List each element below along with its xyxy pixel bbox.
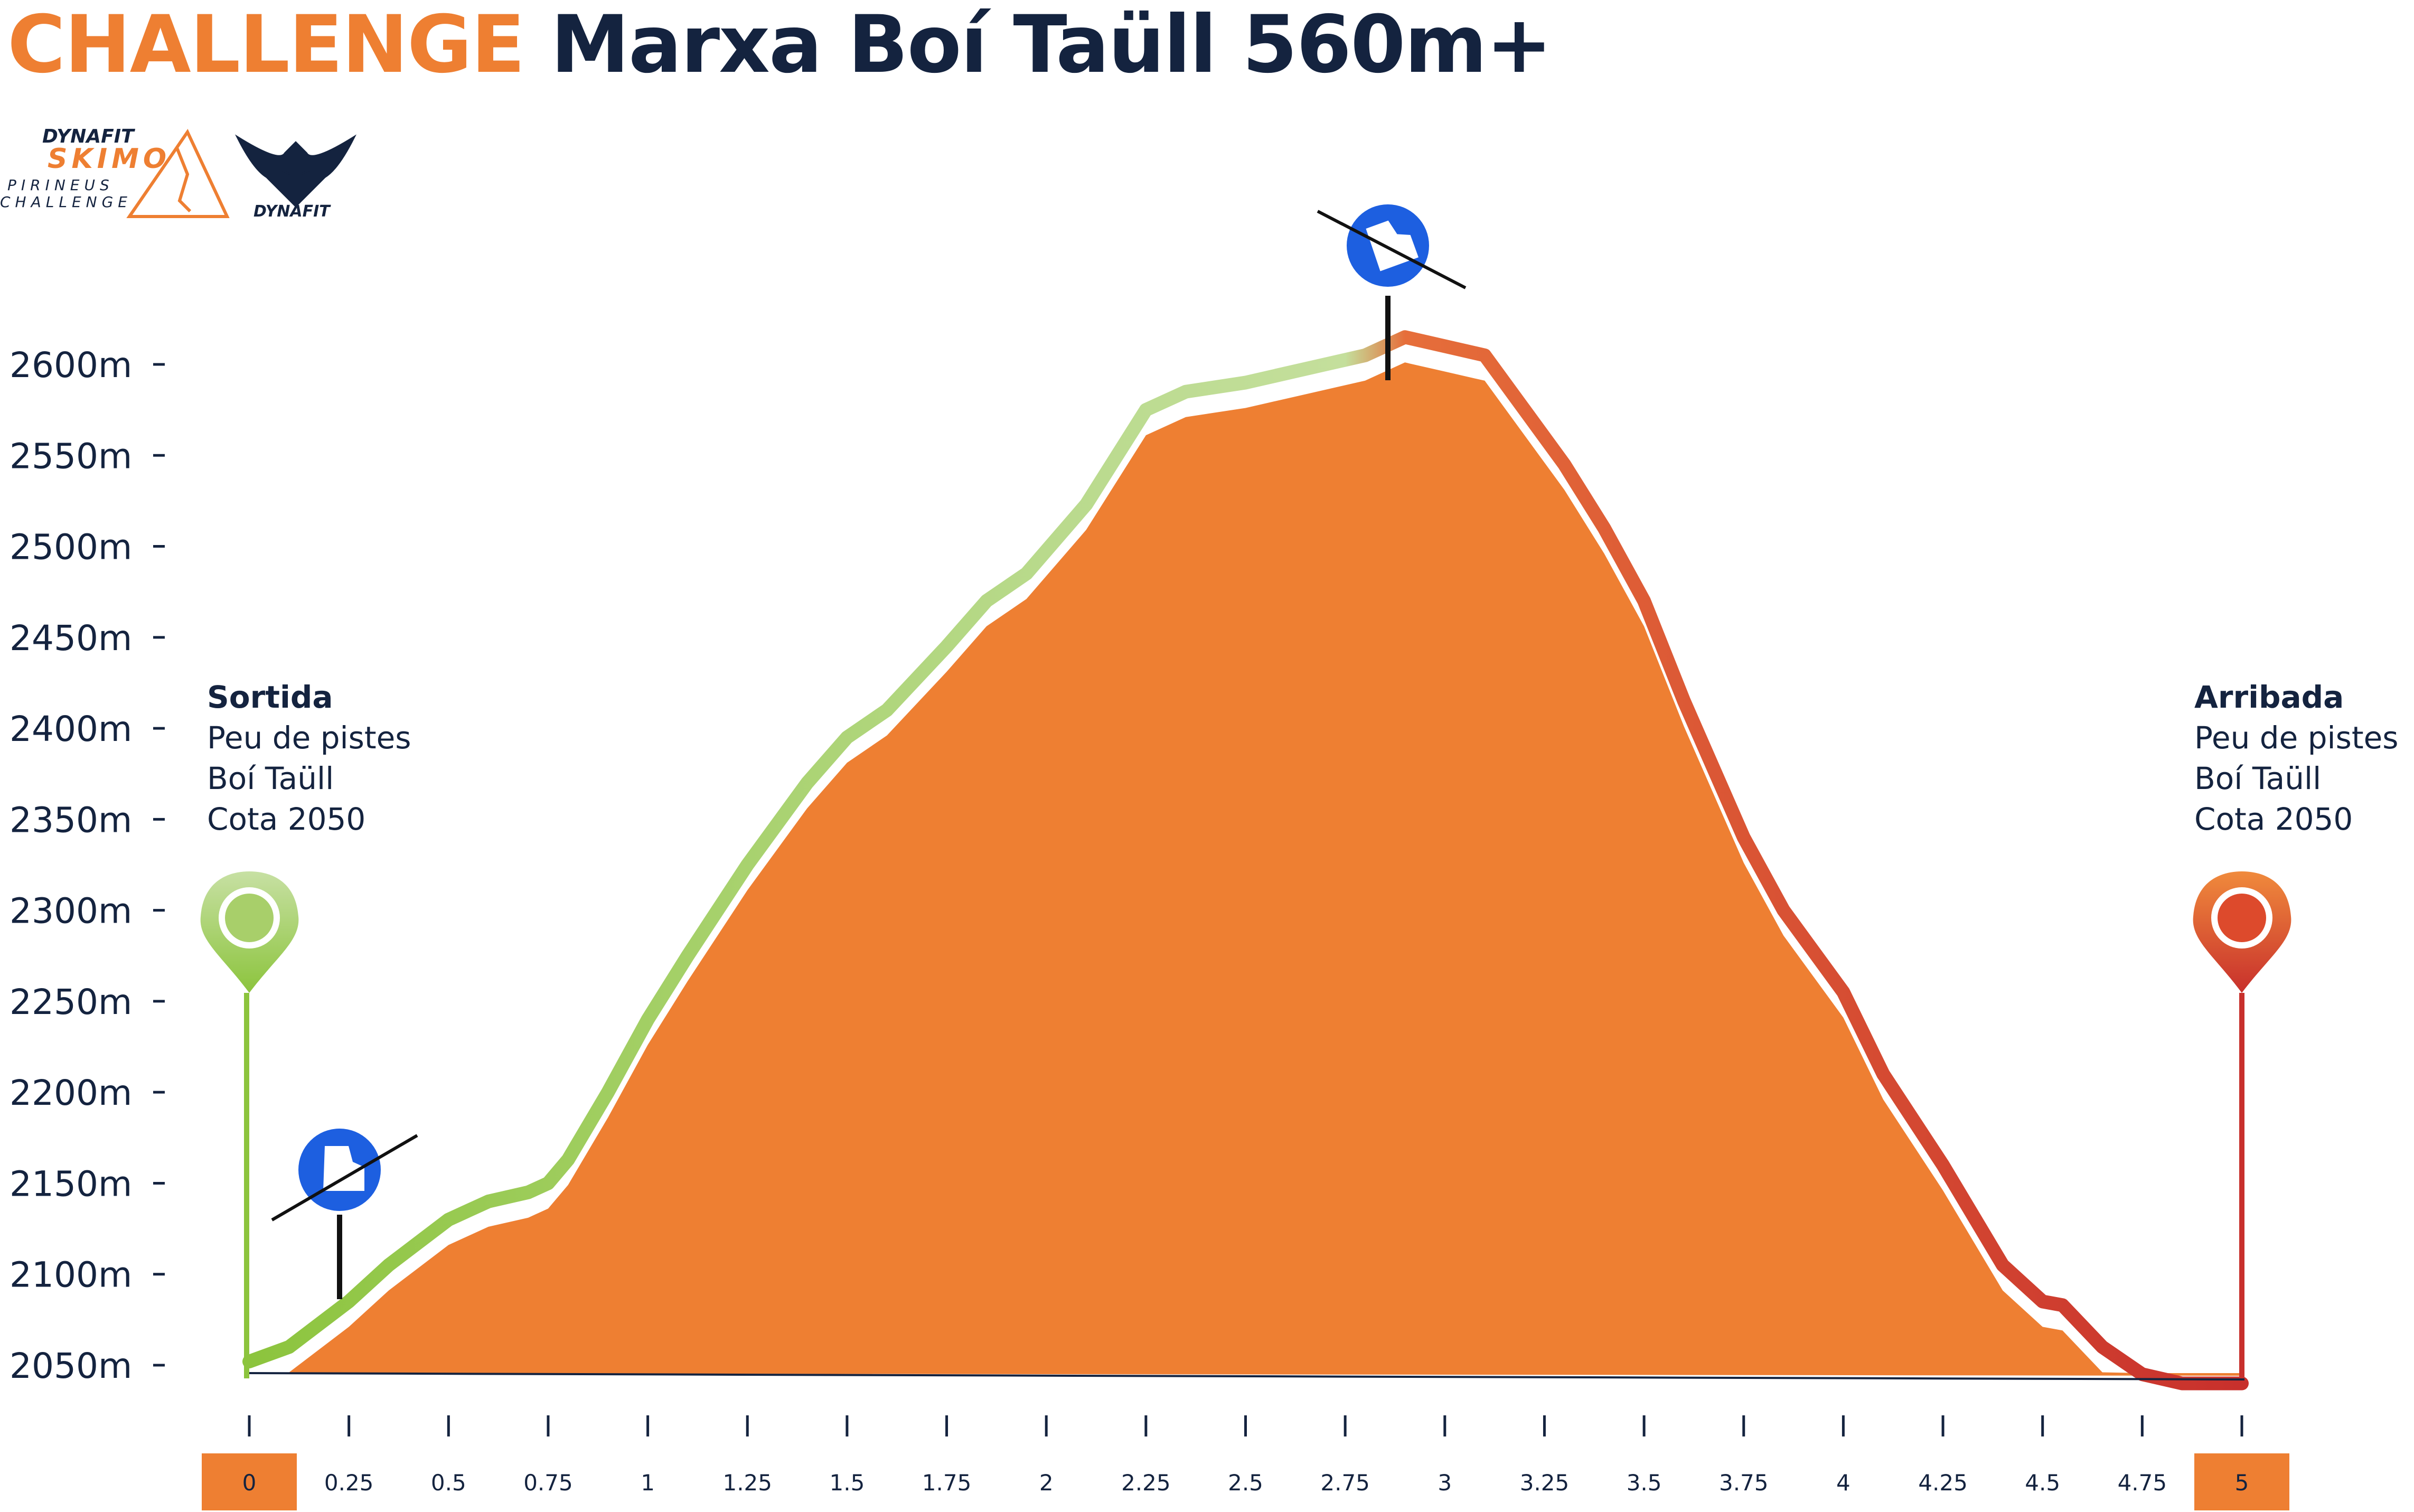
logo-left-line1: PIRINEUS [7, 176, 114, 194]
x-tick-label: 1.25 [722, 1470, 772, 1496]
x-tick-label: 4.25 [1918, 1470, 1968, 1496]
x-tick-label: 2.5 [1228, 1470, 1263, 1496]
baseline [248, 1372, 2245, 1380]
x-tick-label: 2.25 [1121, 1470, 1171, 1496]
start-line-3: Cota 2050 [207, 801, 365, 837]
x-tick-label: 0 [242, 1470, 257, 1496]
x-tick-label: 3 [1438, 1470, 1452, 1496]
x-tick-label: 4.75 [2118, 1470, 2167, 1496]
summit-marker [1317, 204, 1467, 380]
finish-pin [2193, 871, 2291, 1378]
y-tick-label: 2350m [10, 800, 132, 840]
start-info: Sortida Peu de pistes Boí Taüll Cota 205… [207, 679, 411, 837]
start-line-1: Peu de pistes [207, 720, 411, 756]
skin-up-marker [271, 1129, 418, 1299]
y-tick-label: 2450m [10, 618, 132, 659]
y-tick-label: 2550m [10, 436, 132, 476]
title-rest: Marxa Boí Taüll 560m+ [550, 0, 1553, 91]
ski-icon [271, 1134, 418, 1222]
y-tick-label: 2200m [10, 1073, 132, 1113]
x-tick-label: 1 [641, 1470, 655, 1496]
skimo-logo: DYNAFIT SKIMO PIRINEUS CHALLENGE [0, 126, 230, 218]
x-tick-label: 0.75 [523, 1470, 573, 1496]
finish-info: Arribada Peu de pistes Boí Taüll Cota 20… [2194, 679, 2399, 837]
logo-right-brand: DYNAFIT [253, 202, 331, 221]
y-tick-label: 2150m [10, 1163, 132, 1204]
x-tick-label: 4.5 [2025, 1470, 2060, 1496]
x-tick-label: 5 [2235, 1470, 2249, 1496]
x-tick-label: 3.5 [1627, 1470, 1662, 1496]
y-tick-label: 2500m [10, 527, 132, 568]
finish-line-2: Boí Taüll [2194, 760, 2321, 796]
y-tick-label: 2300m [10, 891, 132, 932]
logo-left-line2: CHALLENGE [0, 193, 132, 211]
y-tick-label: 2100m [10, 1255, 132, 1295]
y-tick-label: 2250m [10, 982, 132, 1022]
start-title: Sortida [207, 679, 333, 715]
logo-left-event: SKIMO [48, 143, 171, 175]
mountain-logo-icon [126, 128, 230, 218]
summit-ski-icon [1317, 210, 1467, 289]
x-tick-label: 0.25 [324, 1470, 374, 1496]
route-line [242, 330, 2249, 1391]
finish-line-3: Cota 2050 [2194, 801, 2353, 837]
x-tick-label: 4 [1836, 1470, 1851, 1496]
snow-leopard-icon [235, 134, 356, 208]
page-title: CHALLENGE Marxa Boí Taüll 560m+ [7, 0, 1553, 91]
x-tick-highlight [2194, 1453, 2289, 1510]
x-tick-highlight [202, 1453, 297, 1510]
y-tick-label: 2050m [10, 1346, 132, 1386]
start-pin [200, 871, 299, 1378]
x-tick-label: 3.25 [1520, 1470, 1570, 1496]
start-line-2: Boí Taüll [207, 760, 334, 796]
x-tick-label: 3.75 [1719, 1470, 1769, 1496]
x-tick-label: 1.75 [922, 1470, 972, 1496]
y-tick-label: 2600m [10, 345, 132, 386]
x-axis: 0 0.25 0.5 0.75 1 1.25 1.5 1.75 2 2.25 2.5 2.75 3 3.2… [202, 1415, 2289, 1510]
x-tick-label: 1.5 [830, 1470, 865, 1496]
title-highlight: CHALLENGE [7, 0, 525, 91]
finish-line-1: Peu de pistes [2194, 720, 2399, 756]
x-tick-label: 0.5 [431, 1470, 466, 1496]
y-axis: 2600m 2550m 2500m 2450m 2400m 2350m 2300m 2250m… [10, 345, 165, 1386]
finish-title: Arribada [2194, 679, 2344, 715]
x-tick-label: 2.75 [1320, 1470, 1370, 1496]
logo-left-brand: DYNAFIT [42, 126, 135, 147]
x-tick-label: 2 [1039, 1470, 1054, 1496]
y-tick-label: 2400m [10, 709, 132, 749]
elevation-area [249, 362, 2242, 1376]
dynafit-logo: DYNAFIT [235, 134, 356, 221]
